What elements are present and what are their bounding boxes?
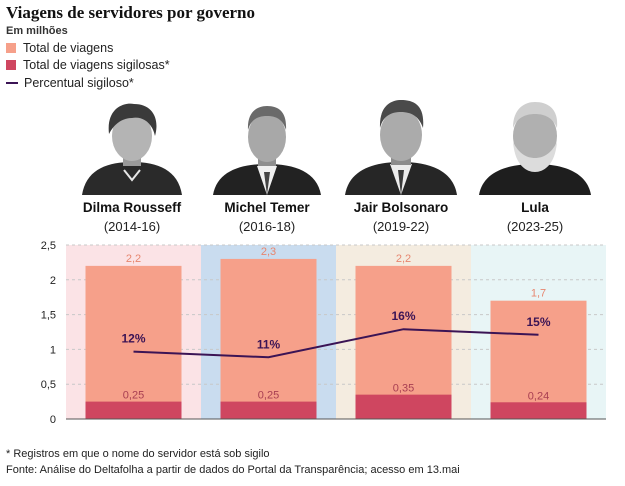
chart-title: Viagens de servidores por governo: [6, 3, 256, 22]
footnote-note: * Registros em que o nome do servidor es…: [6, 448, 270, 460]
data-label-total-3: 1,7: [531, 288, 546, 300]
bar-sigilosas-0: [85, 401, 182, 419]
data-label-total-0: 2,2: [126, 253, 141, 265]
government-period-dilma-rousseff: (2014-16): [103, 219, 161, 234]
legend-item-total: Total de viagens: [6, 39, 170, 57]
government-name-michel-temer: Michel Temer: [224, 200, 310, 215]
percent-label-2: 16%: [391, 309, 415, 323]
government-name-dilma-rousseff: Dilma Rousseff: [82, 200, 182, 215]
bar-total-2: [355, 265, 452, 419]
portrait-michel-temer: [211, 92, 323, 195]
legend-swatch-total: [6, 42, 16, 53]
bar-sigilosas-1: [220, 401, 317, 419]
legend-item-percentual: Percentual sigiloso*: [6, 74, 170, 92]
y-tick-label-1: 0,5: [41, 379, 56, 391]
legend-item-sigilosas: Total de viagens sigilosas*: [6, 57, 170, 75]
portrait-dilma-rousseff: [76, 92, 188, 195]
y-tick-label-2: 1: [50, 344, 56, 356]
percent-line: [133, 328, 539, 359]
government-period-michel-temer: (2016-18): [238, 219, 296, 234]
legend-swatch-sigilosas: [6, 60, 16, 71]
percent-label-0: 12%: [121, 332, 145, 346]
legend-label-sigilosas: Total de viagens sigilosas*: [23, 58, 170, 73]
government-period-jair-bolsonaro: (2019-22): [372, 219, 430, 234]
legend-label-total: Total de viagens: [23, 40, 114, 55]
bar-sigilosas-2: [355, 394, 452, 419]
bar-sigilosas-3: [490, 402, 587, 419]
data-label-sigilosas-0: 0,25: [123, 390, 144, 402]
bar-total-1: [220, 258, 317, 419]
footnote-source: Fonte: Análise do Deltafolha a partir de…: [6, 464, 460, 476]
y-tick-label-4: 2: [50, 275, 56, 287]
portrait-jair-bolsonaro: [345, 92, 457, 195]
portrait-lula: [479, 92, 591, 195]
unit-label: Em milhões: [6, 25, 68, 37]
data-label-total-1: 2,3: [261, 246, 276, 258]
data-label-sigilosas-2: 0,35: [393, 383, 414, 395]
y-tick-label-0: 0: [50, 414, 56, 426]
data-label-sigilosas-3: 0,24: [528, 390, 549, 402]
government-period-lula: (2023-25): [506, 219, 564, 234]
government-name-jair-bolsonaro: Jair Bolsonaro: [353, 200, 449, 215]
legend-swatch-percentual: [6, 81, 18, 84]
y-tick-label-3: 1,5: [41, 310, 56, 322]
data-label-sigilosas-1: 0,25: [258, 390, 279, 402]
bar-total-3: [490, 300, 587, 419]
legend: Total de viagens Total de viagens sigilo…: [6, 39, 170, 92]
y-tick-label-5: 2,5: [41, 240, 56, 252]
bar-total-0: [85, 265, 182, 419]
legend-label-percentual: Percentual sigiloso*: [24, 75, 134, 90]
percent-label-1: 11%: [257, 337, 281, 351]
government-name-lula: Lula: [521, 200, 549, 215]
percent-label-3: 15%: [526, 315, 550, 329]
data-label-total-2: 2,2: [396, 253, 411, 265]
